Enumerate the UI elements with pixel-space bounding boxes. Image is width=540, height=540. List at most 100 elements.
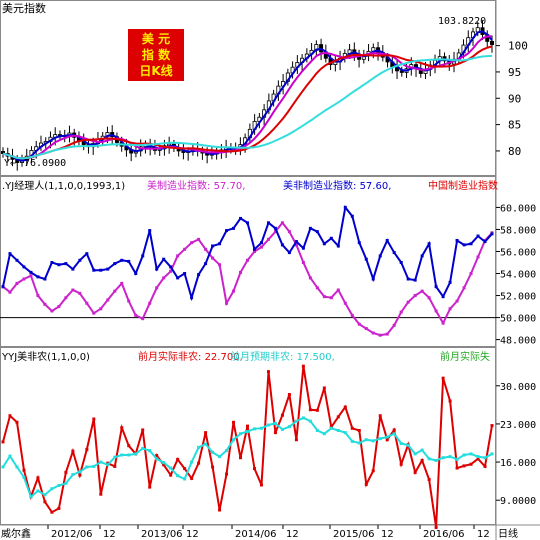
nfp-actual-point [71,449,75,453]
us-mfg-point [29,274,33,278]
nfp-actual-point [218,508,222,512]
us-nonmfg-legend-value: 57.60 [360,181,389,192]
nfp-forecast-point [357,441,361,445]
us-nonmfg-point [99,268,103,272]
nfp-actual-point [469,462,473,466]
nfp-forecast-point [483,456,487,460]
nfp-forecast-point [252,427,256,431]
nfp-forecast-point [343,431,347,435]
nfp-forecast-point [50,487,54,491]
nfp-actual-point [57,506,61,510]
nfp-forecast-point [148,449,152,453]
nfp-forecast-point [322,432,326,436]
us-mfg-point [469,272,473,276]
nfp-forecast-point [448,455,452,459]
price-plot [0,20,494,171]
us-nonmfg-point [294,240,298,244]
nfp-forecast-point [301,416,305,420]
us-mfg-point [448,307,452,311]
nfp-forecast-point [420,448,424,452]
us-mfg-point [50,309,54,313]
us-mfg-point [78,291,82,295]
us-mfg-point [64,296,68,300]
us-nonmfg-point [85,252,89,256]
us-nonmfg-point [476,234,480,238]
us-nonmfg-point [420,254,424,258]
us-mfg-point [462,286,466,290]
x-tick-label: 12 [186,529,199,540]
us-mfg-point [183,247,187,251]
nfp-actual-legend-comma: , [240,352,243,363]
nfp-actual-point [413,470,417,474]
low-price-label: 76.0900 [24,158,66,169]
nfp-forecast-point [434,458,438,462]
nfp-actual-point [266,370,270,374]
us-mfg-point [399,310,403,314]
us-nonmfg-point [266,221,270,225]
nfp-forecast-point [29,495,33,499]
us-nonmfg-point [329,236,333,240]
nfp-forecast-point [315,428,319,432]
china-mfg-legend: 中国制造业指数 [428,179,498,192]
nfp-forecast-point [350,439,354,443]
us-nonmfg-legend-sep: : [353,181,360,192]
nfp-actual-point [162,463,166,467]
nfp-forecast-point [113,455,117,459]
us-mfg-point [113,289,117,293]
price-tick-label: 95 [508,66,521,79]
price-tick-label: 100 [508,40,528,53]
us-nonmfg-point [434,285,438,289]
us-nonmfg-legend-name: 美非制造业指数 [283,179,353,192]
us-nonmfg-point [197,273,201,277]
us-mfg-point [252,249,256,253]
nfp-forecast-point [469,452,473,456]
nfp-actual-point [43,500,47,504]
nfp-actual-point [427,478,431,482]
nfp-forecast-point [120,453,124,457]
pmi-plot [0,205,496,337]
candle-body [0,151,6,154]
nfp-actual-point [22,468,26,472]
us-nonmfg-point [252,247,256,251]
nfp-forecast-point [57,483,61,487]
us-nonmfg-point [441,295,445,299]
nfp-actual-point [239,456,243,460]
badge-line-3: 日K线 [139,64,173,78]
x-tick-label: 2014/06 [235,529,277,540]
us-mfg-point [120,281,124,285]
nfp-actual-point [64,470,68,474]
us-mfg-point [169,269,173,273]
nfp-forecast-point [287,425,291,429]
nfp-forecast-point [490,452,494,456]
nfp-forecast-point [392,432,396,436]
us-mfg-point [197,237,201,241]
nfp-forecast-point [204,442,208,446]
us-mfg-point [148,301,152,305]
nfp-actual-point [120,426,124,430]
nfp-forecast-point [134,452,138,456]
price-tick-label: 80 [508,145,521,158]
us-mfg-point [225,301,229,305]
nfp-forecast-point [183,477,187,481]
nfp-forecast-point [385,435,389,439]
nfp-actual-legend-name: 前月实际非农 [138,350,198,363]
us-nonmfg-point [78,258,82,262]
nfp-actual-point [294,438,298,442]
nfp-unemp-legend: 前月实际失 [440,350,490,363]
nfp-forecast-point [239,432,243,436]
nfp-forecast-legend: 前月预期非农: 17.500, [230,350,335,363]
pmi-tick-label: 56.000 [500,247,536,258]
us-mfg-point [420,289,424,293]
pmi-tick-label: 60.000 [500,203,536,214]
nfp-actual-line [2,366,493,528]
us-nonmfg-point [378,254,382,258]
us-mfg-point [43,302,47,306]
nfp-forecast-point [225,449,229,453]
us-mfg-point [287,230,291,234]
us-nonmfg-point [469,242,473,246]
price-tick-label: 85 [508,119,521,132]
nfp-forecast-point [71,473,75,477]
us-nonmfg-point [92,268,96,272]
x-tick-label: 2015/06 [333,529,375,540]
nfp-forecast-point [43,493,47,497]
